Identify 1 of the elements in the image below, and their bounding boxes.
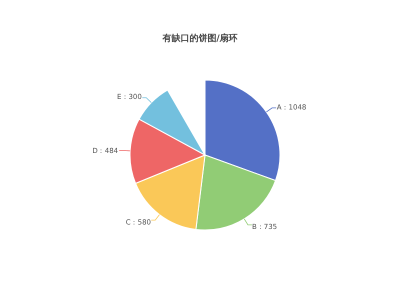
chart-title: 有缺口的饼图/扇环 [161, 32, 239, 45]
